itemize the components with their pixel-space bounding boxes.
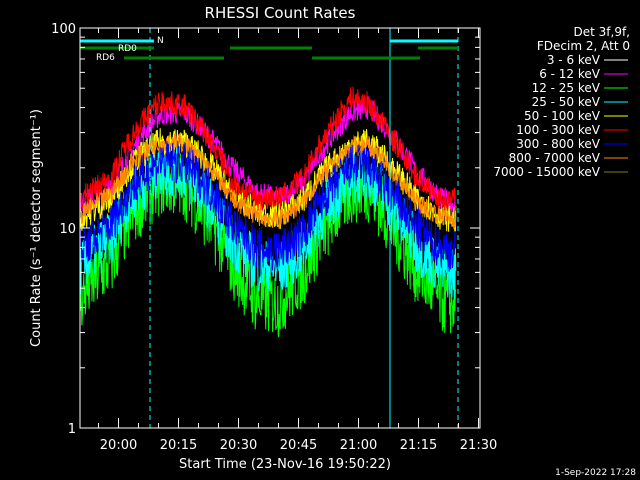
- legend-label: 6 - 12 keV: [539, 67, 601, 81]
- series-7: [80, 133, 457, 230]
- legend-header: FDecim 2, Att 0: [537, 39, 630, 53]
- legend-label: 7000 - 15000 keV: [493, 165, 600, 179]
- annotation-label: RD6: [96, 53, 115, 63]
- x-tick-label: 21:30: [460, 438, 497, 453]
- legend-label: 800 - 7000 keV: [509, 151, 601, 165]
- y-axis-label: Count Rate (s⁻¹ detector segment⁻¹): [29, 109, 44, 347]
- legend-label: 12 - 25 keV: [532, 81, 601, 95]
- series-4: [80, 128, 457, 234]
- series-line: [80, 150, 457, 338]
- chart-title: RHESSI Count Rates: [205, 4, 356, 22]
- x-axis-label: Start Time (23-Nov-16 19:50:22): [179, 457, 391, 472]
- series-2: [80, 150, 457, 338]
- series-line: [80, 140, 457, 272]
- series-line: [80, 86, 457, 211]
- x-tick-label: 20:15: [160, 438, 197, 453]
- x-tick-label: 20:30: [220, 438, 257, 453]
- series-line: [80, 82, 457, 166]
- x-tick-label: 20:00: [100, 438, 137, 453]
- plot-data-area: [80, 82, 457, 338]
- y-tick-label: 1: [68, 422, 76, 437]
- annotation-label: RD0: [118, 44, 137, 54]
- series-line: [80, 133, 457, 230]
- series-6: [80, 140, 457, 272]
- legend-label: 100 - 300 keV: [516, 123, 600, 137]
- y-tick-label: 100: [51, 22, 76, 37]
- x-tick-label: 21:15: [400, 438, 437, 453]
- legend-label: 300 - 800 keV: [516, 137, 600, 151]
- series-line: [80, 128, 457, 234]
- legend-label: 3 - 6 keV: [547, 53, 601, 67]
- x-tick-label: 21:00: [340, 438, 377, 453]
- series-0: [80, 82, 457, 166]
- axes: 1 10 100 20:00 20:15 20:30 20:45 21:00 21:15 21:3…: [51, 22, 497, 453]
- legend-label: 50 - 100 keV: [524, 109, 601, 123]
- footer-timestamp: 1-Sep-2022 17:28: [555, 468, 636, 478]
- y-tick-label: 10: [59, 222, 76, 237]
- x-tick-label: 20:45: [280, 438, 317, 453]
- legend-label: 25 - 50 keV: [532, 95, 601, 109]
- series-5: [80, 86, 457, 211]
- legend-header: Det 3f,9f,: [574, 25, 631, 39]
- annotation-label: N: [157, 36, 164, 46]
